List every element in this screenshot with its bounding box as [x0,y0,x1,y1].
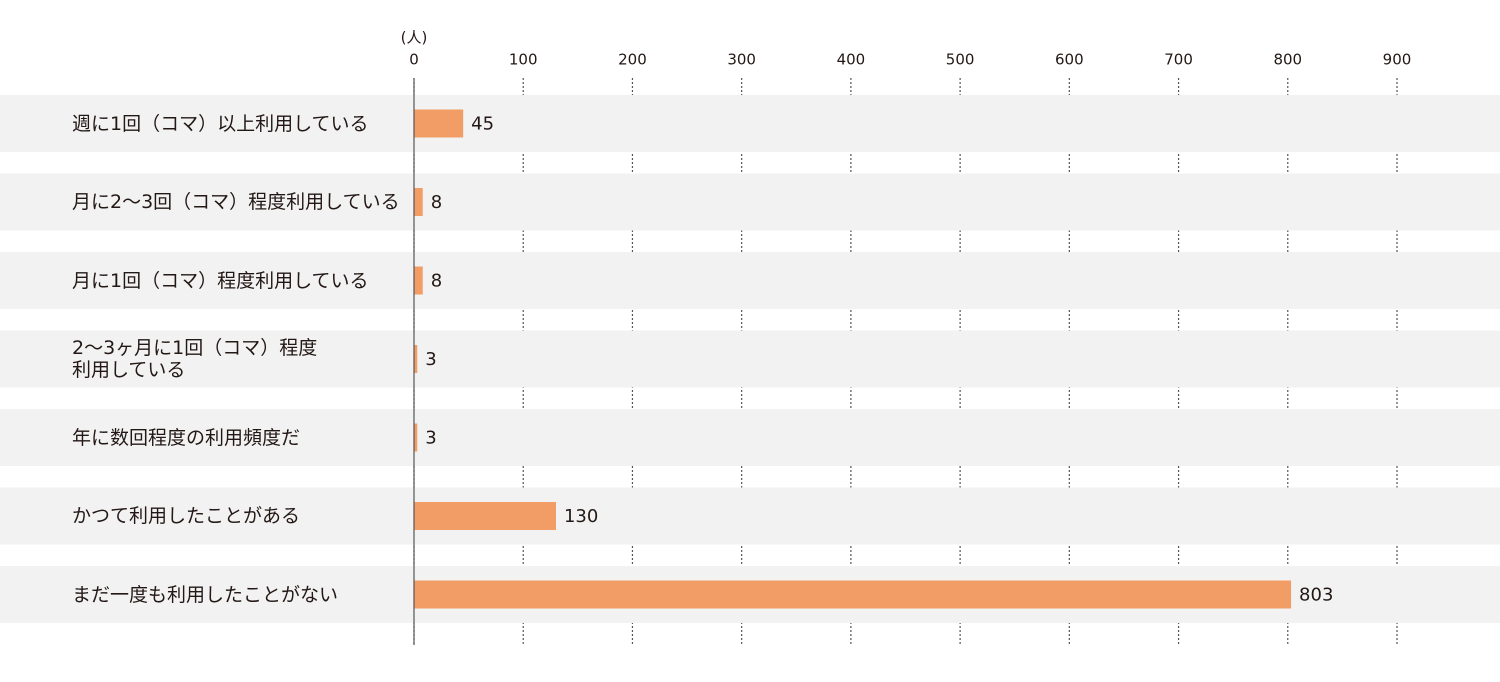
value-label: 3 [425,428,436,449]
x-tick-label: 900 [1383,51,1412,69]
x-tick-label: 600 [1055,51,1084,69]
category-label: 週に1回（コマ）以上利用している [72,112,369,135]
x-tick-label: 200 [618,51,647,69]
value-label: 130 [564,506,598,527]
axis-unit: (人) [401,29,428,47]
category-label: 年に数回程度の利用頻度だ [72,426,301,449]
row-band [0,173,1500,231]
category-label: まだ一度も利用したことがない [72,583,339,606]
category-label: 月に1回（コマ）程度利用している [72,269,369,292]
x-tick-label: 300 [727,51,756,69]
x-tick-label: 100 [509,51,538,69]
row-band [0,330,1500,388]
value-label: 8 [431,192,442,213]
x-tick-label: 500 [946,51,975,69]
bar [414,580,1292,609]
bar [414,266,423,295]
category-label: 2〜3ヶ月に1回（コマ）程度 利用している [72,337,318,381]
x-tick-label: 400 [837,51,866,69]
x-tick-label: 800 [1273,51,1302,69]
bar [414,502,556,530]
bar [414,345,418,373]
bar [414,109,464,138]
value-label: 45 [471,114,494,135]
value-label: 3 [425,349,436,370]
row-band [0,409,1500,466]
bar [414,188,423,216]
value-label: 8 [431,271,442,292]
row-band [0,252,1500,309]
value-label: 803 [1299,585,1333,606]
row-band [0,487,1500,545]
x-tick-label: 0 [409,51,419,69]
bar [414,423,418,452]
category-label: 月に2〜3回（コマ）程度利用している [72,191,400,213]
category-label: かつて利用したことがある [72,505,301,527]
x-tick-label: 700 [1164,51,1193,69]
row-band [0,95,1500,152]
